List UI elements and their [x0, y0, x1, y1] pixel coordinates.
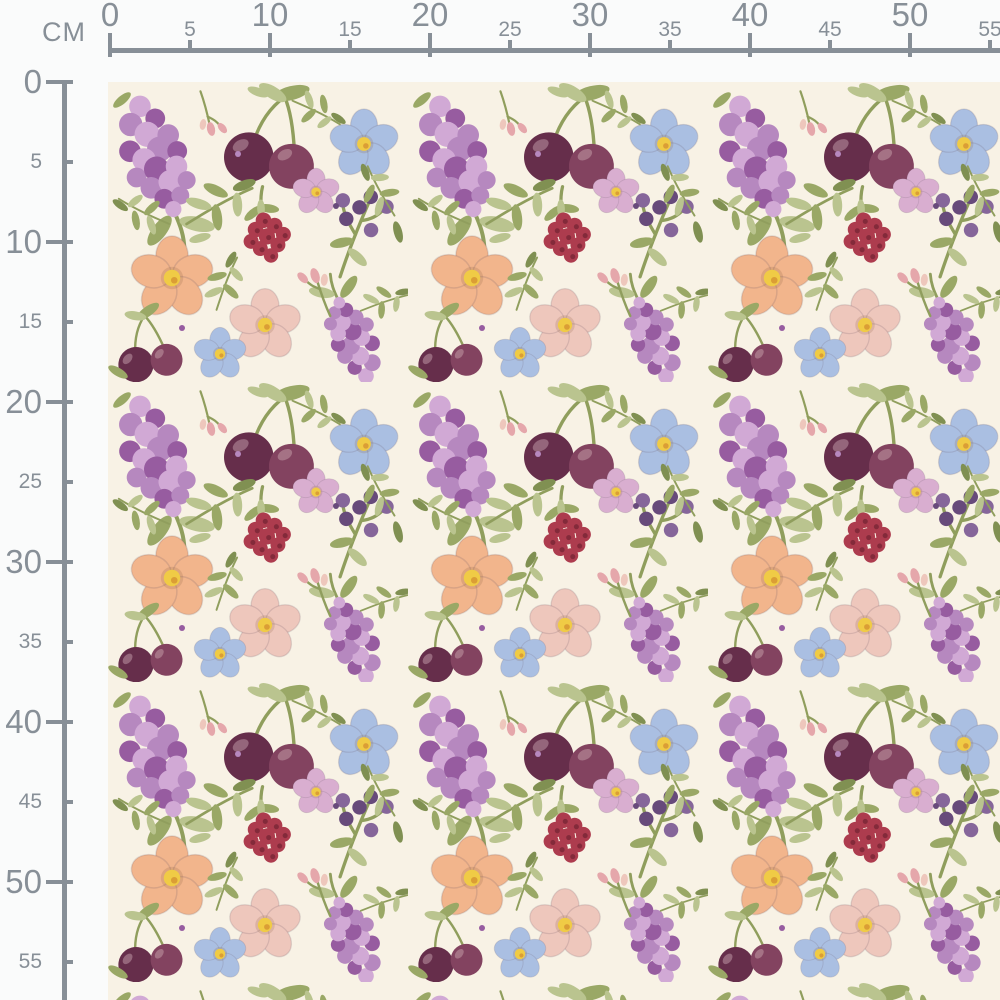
- left-ruler-tick: [62, 480, 73, 484]
- top-ruler-tick: [268, 33, 272, 57]
- left-ruler-tick: [62, 320, 73, 324]
- ruler-unit-label: CM: [42, 17, 86, 47]
- top-ruler-tick: [828, 40, 832, 53]
- top-ruler-tick-label: 20: [411, 0, 449, 33]
- left-ruler-tick-label: 5: [30, 150, 42, 173]
- left-ruler-tick: [46, 880, 73, 884]
- top-ruler-tick-label: 10: [251, 0, 289, 33]
- top-ruler-tick-label: 0: [100, 0, 120, 33]
- top-ruler-tick-label: 40: [731, 0, 769, 33]
- top-ruler-tick: [908, 33, 912, 57]
- left-ruler-tick: [62, 960, 73, 964]
- top-ruler-tick: [108, 33, 112, 57]
- left-ruler-tick: [46, 560, 73, 564]
- top-ruler-tick-label: 45: [818, 18, 842, 41]
- left-ruler-tick-label: 40: [5, 703, 42, 740]
- left-ruler-tick-label: 50: [5, 863, 42, 900]
- top-ruler-tick-label: 50: [891, 0, 929, 33]
- fabric-pattern-image: [108, 82, 1000, 1000]
- left-ruler-tick: [62, 160, 73, 164]
- top-ruler-tick: [188, 40, 192, 53]
- left-ruler-tick-label: 30: [5, 543, 42, 580]
- left-ruler-tick-label: 25: [18, 470, 42, 493]
- top-ruler-tick-label: 5: [184, 18, 196, 41]
- left-ruler-tick: [62, 640, 73, 644]
- top-ruler-tick: [428, 33, 432, 57]
- left-ruler-tick-label: 0: [23, 63, 42, 100]
- left-ruler-tick-label: 10: [5, 223, 42, 260]
- left-ruler-tick: [46, 80, 73, 84]
- top-ruler-tick-label: 30: [571, 0, 609, 33]
- fabric-swatch[interactable]: [108, 82, 1000, 1000]
- left-ruler-tick: [46, 240, 73, 244]
- left-ruler-tick-label: 35: [18, 630, 42, 653]
- top-ruler-line: [108, 48, 1000, 53]
- left-ruler-line: [62, 80, 67, 1000]
- top-ruler-tick: [988, 40, 992, 53]
- top-ruler-tick: [348, 40, 352, 53]
- top-ruler-tick: [508, 40, 512, 53]
- left-ruler-tick-label: 20: [5, 383, 42, 420]
- left-ruler-tick-label: 45: [18, 790, 42, 813]
- top-ruler-tick-label: 25: [498, 18, 522, 41]
- top-ruler-tick-label: 15: [338, 18, 362, 41]
- left-ruler-tick: [46, 720, 73, 724]
- left-ruler-tick-label: 15: [18, 310, 42, 333]
- top-ruler-tick-label: 35: [658, 18, 682, 41]
- top-ruler-tick: [668, 40, 672, 53]
- left-ruler-tick: [46, 400, 73, 404]
- left-ruler-tick-label: 55: [18, 950, 42, 973]
- top-ruler-tick: [748, 33, 752, 57]
- left-ruler-tick: [62, 800, 73, 804]
- top-ruler-tick: [588, 33, 592, 57]
- top-ruler-tick-label: 55: [978, 18, 1000, 41]
